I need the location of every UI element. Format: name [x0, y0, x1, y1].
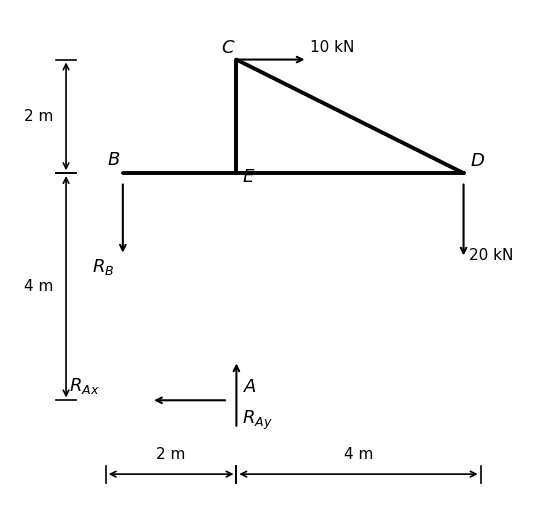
- Text: $\it{E}$: $\it{E}$: [242, 167, 256, 186]
- Text: $R_{Ax}$: $R_{Ax}$: [69, 376, 99, 396]
- Text: 4 m: 4 m: [24, 279, 54, 294]
- Text: 2 m: 2 m: [156, 447, 186, 461]
- Text: $\it{C}$: $\it{C}$: [220, 39, 235, 56]
- Text: $\it{A}$: $\it{A}$: [243, 378, 257, 396]
- Text: $R_{Ay}$: $R_{Ay}$: [242, 408, 273, 431]
- Text: 10 kN: 10 kN: [310, 40, 354, 55]
- Text: $R_B$: $R_B$: [92, 257, 114, 277]
- Text: $\it{B}$: $\it{B}$: [107, 150, 120, 168]
- Text: $\it{D}$: $\it{D}$: [470, 152, 485, 171]
- Text: 20 kN: 20 kN: [469, 248, 513, 263]
- Text: 4 m: 4 m: [344, 447, 373, 461]
- Text: 2 m: 2 m: [24, 109, 54, 124]
